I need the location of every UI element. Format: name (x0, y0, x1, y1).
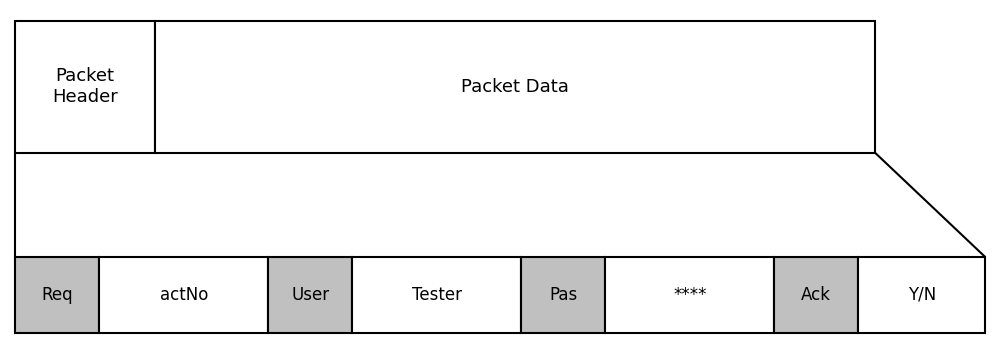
Text: User: User (291, 286, 329, 304)
Text: Tester: Tester (412, 286, 462, 304)
Text: Pas: Pas (549, 286, 577, 304)
FancyBboxPatch shape (15, 257, 99, 333)
FancyBboxPatch shape (858, 257, 985, 333)
Text: Y/N: Y/N (908, 286, 936, 304)
FancyBboxPatch shape (521, 257, 605, 333)
Text: Ack: Ack (801, 286, 831, 304)
Text: ****: **** (673, 286, 707, 304)
Text: Req: Req (41, 286, 73, 304)
FancyBboxPatch shape (15, 21, 155, 153)
Text: actNo: actNo (160, 286, 208, 304)
FancyBboxPatch shape (605, 257, 774, 333)
FancyBboxPatch shape (99, 257, 268, 333)
Polygon shape (15, 153, 985, 257)
FancyBboxPatch shape (774, 257, 858, 333)
Text: Packet Data: Packet Data (461, 78, 569, 96)
FancyBboxPatch shape (155, 21, 875, 153)
FancyBboxPatch shape (268, 257, 352, 333)
FancyBboxPatch shape (352, 257, 521, 333)
Text: Packet
Header: Packet Header (52, 67, 118, 106)
